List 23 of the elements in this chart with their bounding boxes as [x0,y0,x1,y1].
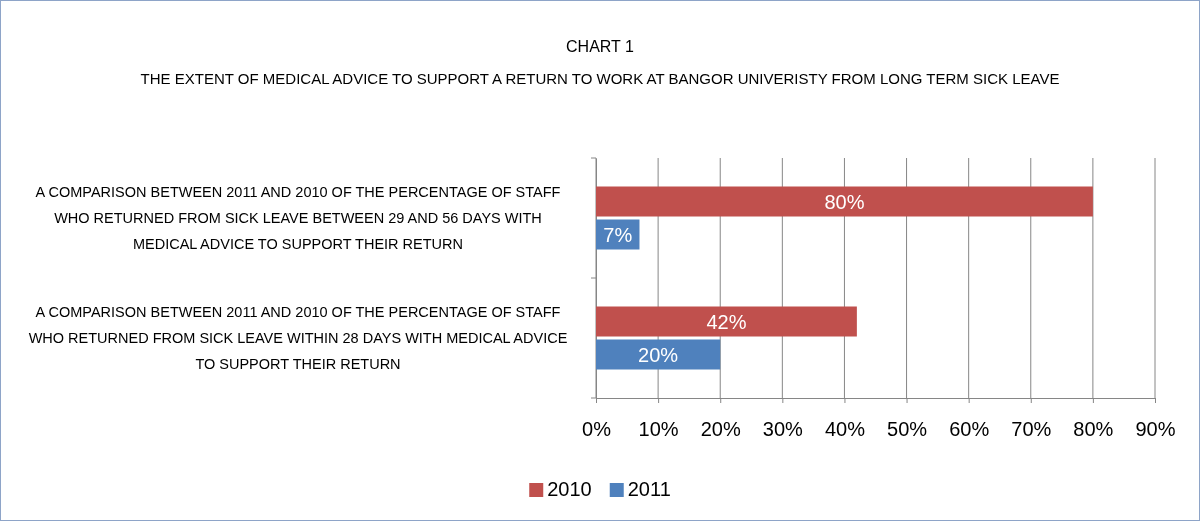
x-tick-label: 60% [949,418,990,440]
x-tick-label: 30% [762,418,804,440]
chart-title: CHART 1 [566,38,635,55]
x-tick-label: 20% [700,418,741,440]
x-tick-label: 70% [1011,418,1052,440]
bar [596,339,721,370]
y-tick-label: A COMPARISON BETWEEN 2011 AND 2010 OF THE PERCENTAGE OF STAFF WHO RETURNED FROM SICK LEAVE WITHIN 28 DAYS WITH MEDICAL ADVICE TO SUPPORT THEIR RETURN [28,304,568,372]
bar [596,186,1093,217]
x-tick-label: 90% [1135,418,1176,440]
data-label: 20% [638,343,679,366]
x-tick-label: 80% [1073,418,1114,440]
x-tick-label: 0% [582,418,612,440]
y-tick-label: A COMPARISON BETWEEN 2011 AND 2010 OF THE PERCENTAGE OF STAFF WHO RETURNED FROM SICK LEAVE BETWEEN 29 AND 56 DAYS WITH MEDICAL ADVICE TO SUPPORT THEIR RETURN [35,184,561,252]
data-label: 42% [706,310,747,333]
x-tick-label: 10% [638,418,679,440]
data-label: 7% [603,223,633,246]
data-label: 80% [824,190,865,213]
x-tick-label: 50% [887,418,928,440]
x-tick-label: 40% [824,418,866,440]
legend-label: 2010 [547,478,592,500]
legend-label: 2011 [627,478,671,500]
chart-subtitle: THE EXTENT OF MEDICAL ADVICE TO SUPPORT A RETURN TO WORK AT BANGOR UNIVERISTY FROM LONG TERM SICK LEAVE [140,70,1060,87]
bar [596,306,857,337]
